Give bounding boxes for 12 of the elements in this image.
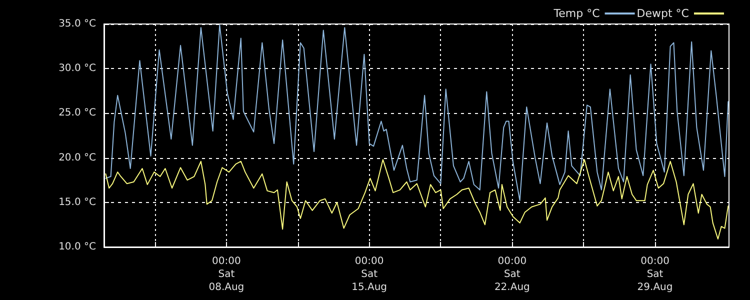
y-tick-label: 15.0 °C	[58, 196, 96, 208]
x-tick-label: 00:00 Sat 08.Aug	[208, 256, 244, 293]
y-tick-label: 10.0 °C	[58, 242, 96, 252]
y-tick-label: 20.0 °C	[58, 152, 96, 164]
legend-label: Dewpt °C	[636, 7, 690, 20]
y-tick-label: 35.0 °C	[58, 18, 96, 30]
y-tick-label: 25.0 °C	[58, 108, 96, 119]
y-tick-label: 30.0 °C	[58, 63, 96, 74]
x-tick-label: 00:00 Sat 29.Aug	[637, 256, 673, 293]
x-tick-label: 00:00 Sat 15.Aug	[352, 256, 388, 293]
x-tick-label: 00:00 Sat 22.Aug	[494, 256, 530, 293]
legend-label: Temp °C	[552, 7, 600, 20]
